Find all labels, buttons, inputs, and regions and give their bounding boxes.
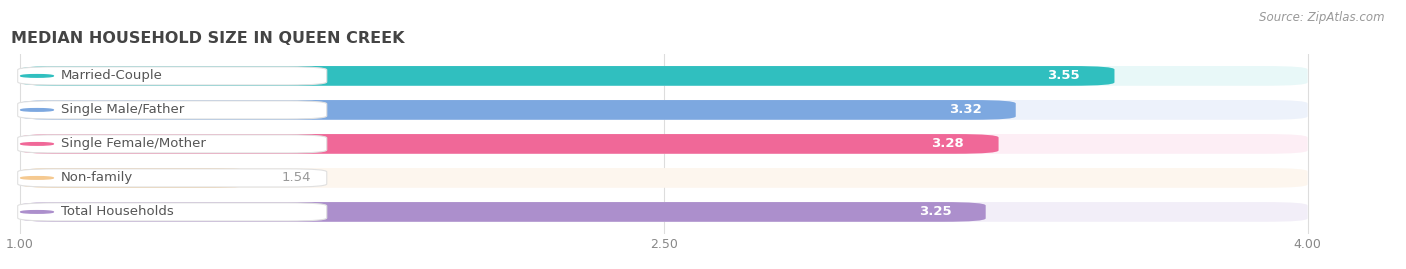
FancyBboxPatch shape — [20, 66, 1115, 86]
FancyBboxPatch shape — [20, 202, 986, 222]
Text: 3.32: 3.32 — [949, 103, 981, 116]
Text: Married-Couple: Married-Couple — [60, 69, 163, 82]
FancyBboxPatch shape — [20, 202, 1308, 222]
FancyBboxPatch shape — [20, 134, 1308, 154]
Text: Total Households: Total Households — [60, 206, 173, 218]
FancyBboxPatch shape — [20, 100, 1308, 120]
Circle shape — [21, 211, 53, 213]
FancyBboxPatch shape — [18, 67, 326, 85]
Text: Non-family: Non-family — [60, 171, 132, 185]
Circle shape — [21, 75, 53, 77]
FancyBboxPatch shape — [20, 100, 1015, 120]
FancyBboxPatch shape — [18, 135, 326, 153]
Text: Single Male/Father: Single Male/Father — [60, 103, 184, 116]
Text: 3.25: 3.25 — [918, 206, 952, 218]
Circle shape — [21, 109, 53, 111]
FancyBboxPatch shape — [20, 168, 252, 188]
Text: 3.28: 3.28 — [932, 137, 965, 150]
FancyBboxPatch shape — [20, 134, 998, 154]
Text: MEDIAN HOUSEHOLD SIZE IN QUEEN CREEK: MEDIAN HOUSEHOLD SIZE IN QUEEN CREEK — [11, 31, 405, 46]
FancyBboxPatch shape — [18, 203, 326, 221]
Circle shape — [21, 177, 53, 179]
Text: Source: ZipAtlas.com: Source: ZipAtlas.com — [1260, 11, 1385, 24]
Text: 3.55: 3.55 — [1047, 69, 1080, 82]
FancyBboxPatch shape — [20, 168, 1308, 188]
FancyBboxPatch shape — [20, 66, 1308, 86]
Text: 1.54: 1.54 — [281, 171, 311, 185]
FancyBboxPatch shape — [18, 169, 326, 187]
FancyBboxPatch shape — [18, 101, 326, 119]
Text: Single Female/Mother: Single Female/Mother — [60, 137, 205, 150]
Circle shape — [21, 143, 53, 145]
